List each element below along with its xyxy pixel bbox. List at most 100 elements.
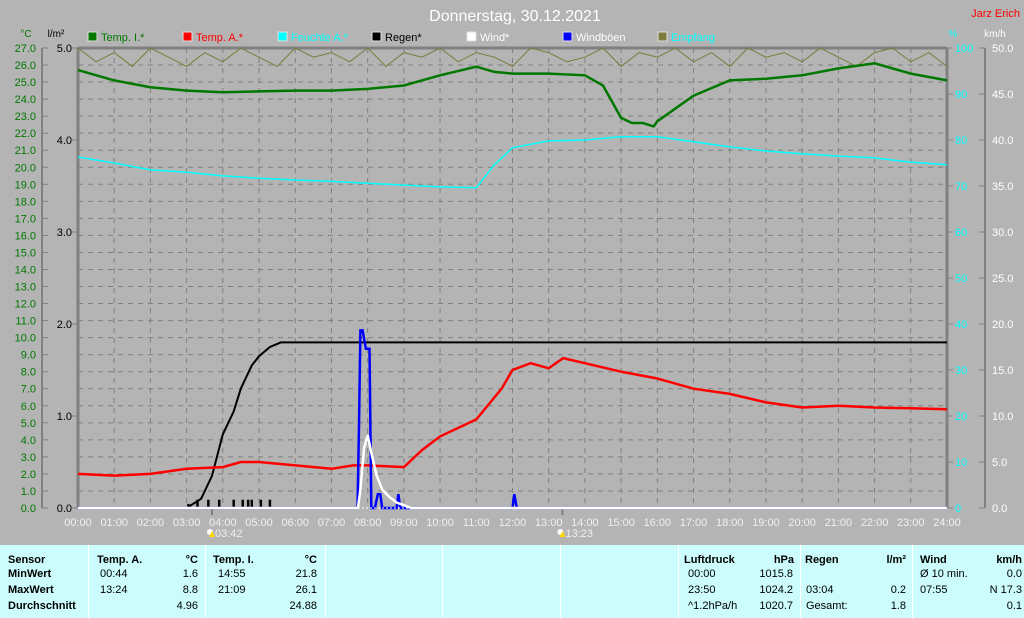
x-tick-label: 11:00: [463, 517, 490, 529]
x-tick-label: 18:00: [716, 517, 744, 529]
col-temp-a: Temp. A. °C 00:44 1.6 13:24 8.8 4.96: [88, 545, 206, 618]
x-tick-label: 24:00: [933, 517, 961, 529]
col-wind: Wind km/h Ø 10 min. 0.0 07:55 N 17.3 0.1: [912, 545, 1024, 618]
temp-tick-label: 19.0: [15, 179, 36, 191]
humidity-tick-label: 30: [955, 365, 967, 377]
temp-tick-label: 6.0: [21, 401, 36, 413]
temp-i-value: 21.8: [295, 568, 317, 580]
rain-tick-label: 5.0: [57, 43, 72, 55]
x-tick-label: 22:00: [861, 517, 889, 529]
temp-tick-label: 4.0: [21, 435, 36, 447]
marker-label: 13:23: [565, 528, 593, 540]
legend-swatch: [277, 31, 288, 42]
x-tick-label: 07:00: [318, 517, 346, 529]
temp-tick-label: 1.0: [21, 486, 36, 498]
legend-label: Empfang: [671, 32, 715, 44]
luftdruck-time: 00:00: [688, 568, 716, 580]
temp-a-time: 13:24: [100, 584, 128, 596]
x-tick-label: 01:00: [100, 517, 128, 529]
legend-swatch: [87, 31, 98, 42]
x-tick-label: 17:00: [680, 517, 708, 529]
temp-a-value: 1.6: [182, 568, 198, 580]
legend-swatch: [182, 31, 193, 42]
humidity-tick-label: 40: [955, 319, 967, 331]
humidity-tick-label: 80: [955, 135, 967, 147]
x-tick-label: 16:00: [644, 517, 672, 529]
x-tick-label: 21:00: [825, 517, 853, 529]
x-tick-label: 06:00: [281, 517, 309, 529]
legend-swatch: [466, 31, 477, 42]
humidity-tick-label: 70: [955, 181, 967, 193]
temp-tick-label: 14.0: [15, 264, 36, 276]
wind-tick-label: 0.0: [992, 503, 1007, 515]
luftdruck-value: 1020.7: [759, 600, 793, 612]
header-unit: hPa: [773, 554, 794, 566]
luftdruck-value: 1015.8: [759, 568, 793, 580]
x-tick-label: 05:00: [245, 517, 273, 529]
x-tick-label: 20:00: [788, 517, 816, 529]
temp-a-time: 00:44: [100, 568, 128, 580]
x-tick-label: 00:00: [64, 517, 92, 529]
x-tick-label: 19:00: [752, 517, 780, 529]
temp-tick-label: 24.0: [15, 94, 36, 106]
row-label: MinWert: [8, 568, 52, 580]
legend-label: Windböen: [576, 32, 626, 44]
temp-tick-label: 13.0: [15, 282, 36, 294]
temp-tick-label: 15.0: [15, 247, 36, 259]
luftdruck-time: 23:50: [688, 584, 716, 596]
temp-tick-label: 17.0: [15, 213, 36, 225]
regen-time: Gesamt:: [806, 600, 848, 612]
temp-tick-label: 16.0: [15, 230, 36, 242]
temp-a-value: 4.96: [176, 600, 198, 612]
humidity-tick-label: 20: [955, 411, 967, 423]
humidity-unit-label: %: [949, 29, 958, 40]
wind-tick-label: 30.0: [992, 227, 1013, 239]
temp-i-time: 14:55: [218, 568, 246, 580]
wind-value: 0.0: [1006, 568, 1022, 580]
luftdruck-time: ^1.2hPa/h: [688, 600, 738, 612]
wind-tick-label: 50.0: [992, 43, 1013, 55]
temp-unit-label: °C: [20, 29, 31, 40]
weather-chart: Donnerstag, 30.12.2021 Jarz Erich 0.0 1.0…: [15, 8, 1020, 540]
humidity-tick-label: 90: [955, 89, 967, 101]
legend-label: Regen*: [385, 32, 422, 44]
wind-unit-label: km/h: [984, 29, 1006, 40]
temp-tick-label: 22.0: [15, 128, 36, 140]
temp-tick-label: 26.0: [15, 60, 36, 72]
sunrise-icon-arrow: [208, 531, 215, 537]
temp-tick-label: 20.0: [15, 162, 36, 174]
x-tick-label: 10:00: [426, 517, 454, 529]
humidity-tick-label: 50: [955, 273, 967, 285]
wind-tick-label: 40.0: [992, 135, 1013, 147]
temp-tick-label: 10.0: [15, 333, 36, 345]
col-temp-i: Temp. I. °C 14:55 21.8 21:09 26.1 24.88: [205, 545, 326, 618]
x-tick-label: 02:00: [137, 517, 165, 529]
temp-i-value: 24.88: [289, 600, 317, 612]
chart-title: Donnerstag, 30.12.2021: [429, 8, 601, 25]
author-label: Jarz Erich: [971, 8, 1020, 20]
col-empty: [442, 545, 561, 618]
header-luftdruck: Luftdruck: [684, 554, 735, 566]
col-luftdruck: Luftdruck hPa 00:00 1015.8 23:50 1024.2 ^1.2hP…: [678, 545, 801, 618]
marker-label: 03:42: [215, 528, 243, 540]
rain-tick-label: 1.0: [57, 411, 72, 423]
series-wind: [78, 434, 947, 510]
humidity-tick-label: 100: [955, 43, 973, 55]
wind-tick-label: 20.0: [992, 319, 1013, 331]
regen-value: 1.8: [890, 600, 906, 612]
col-empty: [325, 545, 443, 618]
rain-tick-label: 3.0: [57, 227, 72, 239]
temp-tick-label: 3.0: [21, 452, 36, 464]
wind-value: 0.1: [1006, 600, 1022, 612]
col-regen: Regen l/m² 03:04 0.2 Gesamt: 1.8: [800, 545, 913, 618]
temp-tick-label: 2.0: [21, 469, 36, 481]
x-tick-label: 09:00: [390, 517, 418, 529]
header-regen: Regen: [805, 554, 839, 566]
x-tick-label: 14:00: [571, 517, 599, 529]
temp-tick-label: 9.0: [21, 350, 36, 362]
regen-time: 03:04: [806, 584, 834, 596]
humidity-tick-label: 10: [955, 457, 967, 469]
legend-swatch: [371, 31, 382, 42]
regen-value: 0.2: [890, 584, 906, 596]
wind-tick-label: 45.0: [992, 89, 1013, 101]
